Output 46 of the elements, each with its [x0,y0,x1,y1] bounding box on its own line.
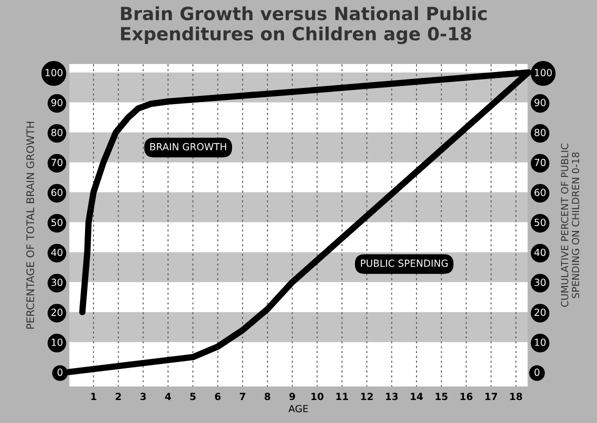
x-tick-label: 1 [91,392,96,400]
y2-axis-title: CUMULATIVE PERCENT OF PUBLIC SPENDING ON CHILDREN 0-18 [560,144,580,307]
y-axis-title: PERCENTAGE OF TOTAL BRAIN GROWTH [26,122,34,329]
y-tick-label: 20 [51,308,62,316]
y2-tick-label: 100 [534,68,552,76]
y-tick-label: 100 [46,68,62,76]
x-tick-label: 18 [510,392,522,400]
y-tick-label: 80 [51,128,62,136]
y-tick-label: 40 [51,248,62,256]
x-tick-label: 2 [116,392,121,400]
y2-tick-label: 20 [534,308,546,316]
text: PUBLIC SPENDING [360,260,448,267]
y-tick-label: 0 [58,368,62,376]
y2-tick-label: 0 [534,368,540,376]
y2-tick-label: 50 [534,218,546,226]
y2-tick-label: 80 [534,128,546,136]
y2-tick-label: 60 [534,188,546,196]
y2-tick-label: 30 [534,278,546,286]
text: BRAIN GROWTH [150,143,226,150]
x-tick-label: 14 [410,392,423,400]
x-tick-label: 11 [336,392,348,400]
x-tick-label: 13 [386,392,398,400]
x-tick-label: 8 [264,392,270,400]
x-tick-label: 10 [311,392,324,400]
x-tick-label: 5 [190,392,196,400]
y2-tick-label: 90 [534,98,546,106]
x-tick-label: 16 [460,392,472,400]
x-tick-label: 4 [165,392,171,400]
x-tick-label: 12 [361,392,373,400]
y-tick-label: 50 [51,218,62,226]
x-tick-label: 15 [436,392,448,400]
y-tick-label: 90 [51,98,62,106]
y-tick-label: 70 [52,158,62,166]
x-tick-label: 7 [240,392,246,400]
y-tick-label: 30 [51,278,62,286]
x-tick-label: 17 [485,392,498,400]
y2-tick-label: 70 [534,158,546,166]
y-tick-label: 10 [52,338,62,346]
x-tick-label: 3 [140,392,146,400]
y-tick-label: 60 [51,188,62,196]
chart-title: Brain Growth versus National Public Expenditures on Children age 0-18 [121,6,487,44]
y2-tick-label: 10 [534,338,546,346]
x-axis-title: AGE [288,404,308,412]
y2-tick-label: 40 [534,248,546,256]
x-tick-label: 9 [289,392,296,400]
x-tick-label: 6 [214,392,221,400]
